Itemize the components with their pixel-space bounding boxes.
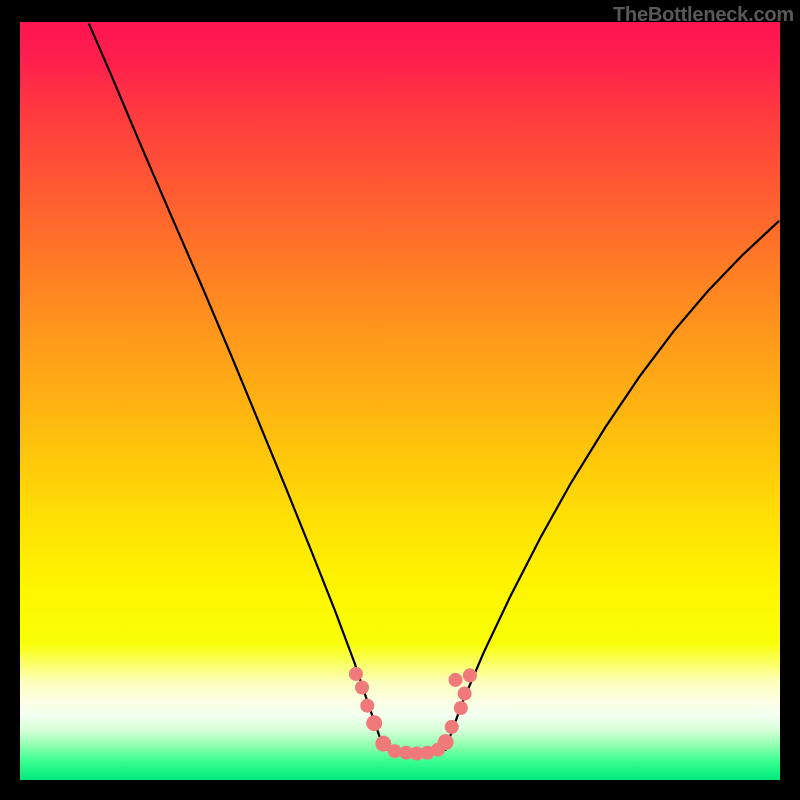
heat-gradient-background xyxy=(20,22,780,780)
watermark-text: TheBottleneck.com xyxy=(613,4,794,27)
chart-stage: TheBottleneck.com xyxy=(0,0,800,800)
